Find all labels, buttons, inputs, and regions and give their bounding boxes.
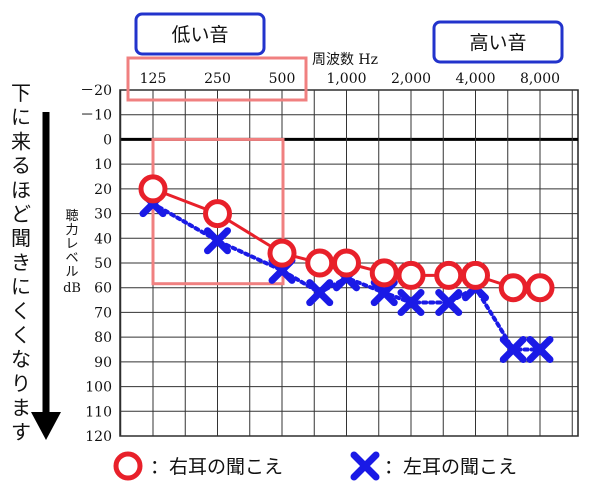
y-tick-label: 60 <box>94 281 112 297</box>
series-layer <box>138 174 555 363</box>
right-ear-point <box>138 174 168 204</box>
y-title-char: 力 <box>65 223 78 238</box>
side-label-char: に <box>11 105 31 129</box>
side-label-char: く <box>11 323 31 347</box>
side-label-char: に <box>11 275 31 299</box>
side-label-char: ど <box>11 202 31 226</box>
highlight-boxes <box>126 56 308 286</box>
right-ear-point <box>525 273 555 303</box>
legend-right-ear-label: ：右耳の聞こえ <box>150 456 283 478</box>
y-title-char: 聴 <box>65 209 78 224</box>
y-tick-label: 10 <box>94 157 112 173</box>
y-tick-label: －10 <box>80 108 112 124</box>
side-label-char: り <box>11 371 31 395</box>
right-ear-point <box>369 258 399 288</box>
right-ear-point <box>203 199 232 229</box>
legend-circle-marker <box>113 451 143 481</box>
highlight-region-box <box>151 137 285 286</box>
x-tick-label: 125 <box>140 71 167 87</box>
x-tick-label: 8,000 <box>520 71 560 87</box>
left-ear-point <box>435 289 463 317</box>
right-ear-point <box>267 238 297 268</box>
series-right-ear <box>138 174 555 303</box>
side-label-char: 聞 <box>11 226 31 250</box>
side-label-char: き <box>11 250 31 274</box>
x-tick-label: 2,000 <box>391 71 431 87</box>
legend: ：右耳の聞こえ ：左耳の聞こえ <box>113 451 517 481</box>
left-ear-point <box>204 227 231 255</box>
side-label-char: な <box>11 347 31 371</box>
highlight-freq-box <box>126 56 308 102</box>
y-tick-label: 90 <box>94 355 112 371</box>
y-title-char: ベ <box>65 251 78 266</box>
legend-cross-marker <box>350 451 380 481</box>
right-ear-point <box>332 248 361 278</box>
y-tick-label: 70 <box>94 305 112 321</box>
high-tone-label: 高い音 <box>469 32 526 54</box>
x-tick-label: 500 <box>269 71 296 87</box>
left-ear-point <box>397 289 425 317</box>
x-tick-label: 4,000 <box>455 71 495 87</box>
side-label-char: 来 <box>11 129 31 153</box>
y-tick-label: 40 <box>94 231 112 247</box>
y-tick-label: 20 <box>94 182 112 198</box>
high-tone-badge: 高い音 <box>432 20 564 64</box>
y-tick-label: 0 <box>103 132 112 148</box>
x-tick-labels: 125 250 500 1,000 2,000 4,000 8,000 <box>140 71 560 87</box>
low-tone-badge: 低い音 <box>134 12 266 56</box>
left-ear-point <box>526 336 554 363</box>
x-tick-label: 1,000 <box>326 71 366 87</box>
left-ear-point <box>370 279 398 307</box>
low-tone-label: 低い音 <box>171 24 228 46</box>
left-ear-point <box>499 336 527 363</box>
side-label-char: ほ <box>11 178 31 202</box>
y-tick-label: 30 <box>94 207 112 223</box>
right-ear-point <box>396 260 426 290</box>
right-ear-point <box>434 260 464 290</box>
y-tick-label: 110 <box>85 404 112 420</box>
side-label-char: す <box>11 420 31 444</box>
side-label-char: 下 <box>11 81 31 105</box>
legend-left-ear-label: ：左耳の聞こえ <box>384 456 517 478</box>
y-tick-label: 120 <box>85 429 112 445</box>
y-title-unit: dB <box>63 281 81 296</box>
x-axis-title: 周波数 Hz <box>312 52 378 68</box>
y-tick-label: 80 <box>94 330 112 346</box>
y-tick-labels: －20 －10 0 10 20 30 40 50 60 70 80 90 100 110 120 <box>80 83 112 445</box>
y-title-char: ル <box>65 265 78 280</box>
side-label-char: ま <box>11 396 31 420</box>
right-ear-point <box>305 248 335 278</box>
right-ear-point <box>498 273 528 303</box>
left-ear-point <box>306 279 334 307</box>
y-tick-label: －20 <box>80 83 112 99</box>
side-label-char: く <box>11 299 31 323</box>
x-tick-label: 250 <box>204 71 231 87</box>
y-title-char: レ <box>65 237 78 252</box>
right-ear-point <box>461 260 490 290</box>
y-tick-label: 100 <box>85 380 112 396</box>
hearing-arrow <box>31 112 61 440</box>
side-label-char: る <box>11 154 31 178</box>
y-tick-label: 50 <box>94 256 112 272</box>
